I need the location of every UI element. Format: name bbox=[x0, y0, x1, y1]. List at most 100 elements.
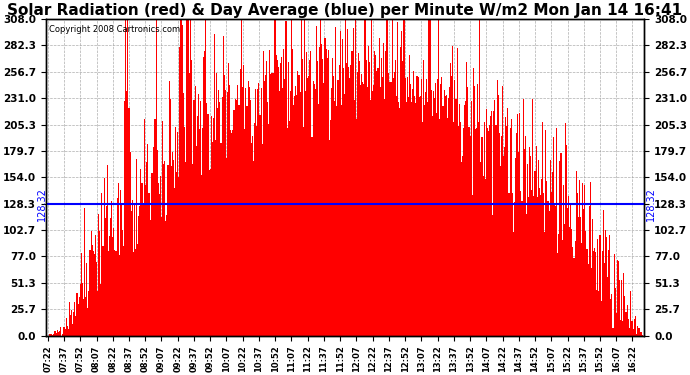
Bar bbox=[368, 46, 369, 336]
Bar bbox=[150, 219, 151, 336]
Bar bbox=[221, 97, 223, 336]
Bar bbox=[386, 19, 387, 336]
Bar bbox=[351, 51, 353, 336]
Bar bbox=[393, 78, 394, 336]
Bar bbox=[389, 82, 391, 336]
Bar bbox=[427, 102, 428, 336]
Bar bbox=[431, 90, 432, 336]
Bar bbox=[422, 122, 423, 336]
Bar bbox=[255, 90, 256, 336]
Bar bbox=[242, 87, 243, 336]
Bar bbox=[482, 176, 484, 336]
Bar bbox=[543, 193, 544, 336]
Bar bbox=[94, 254, 95, 336]
Bar bbox=[520, 191, 522, 336]
Bar bbox=[474, 86, 475, 336]
Bar bbox=[355, 19, 356, 336]
Bar bbox=[528, 196, 529, 336]
Bar bbox=[65, 329, 66, 336]
Bar bbox=[309, 60, 310, 336]
Bar bbox=[360, 85, 362, 336]
Bar bbox=[517, 114, 518, 336]
Bar bbox=[491, 111, 492, 336]
Bar bbox=[539, 188, 540, 336]
Bar bbox=[319, 47, 320, 336]
Bar bbox=[301, 20, 302, 336]
Text: 128.32: 128.32 bbox=[646, 187, 656, 220]
Bar bbox=[402, 62, 404, 336]
Bar bbox=[342, 39, 343, 336]
Bar bbox=[96, 262, 97, 336]
Bar bbox=[152, 173, 153, 336]
Bar bbox=[141, 183, 143, 336]
Bar bbox=[160, 176, 161, 336]
Bar bbox=[67, 326, 68, 336]
Bar bbox=[177, 132, 178, 336]
Bar bbox=[581, 243, 582, 336]
Bar bbox=[106, 206, 107, 336]
Bar bbox=[226, 158, 227, 336]
Bar bbox=[507, 108, 509, 336]
Bar bbox=[243, 65, 244, 336]
Bar bbox=[544, 232, 545, 336]
Bar bbox=[258, 83, 259, 336]
Bar bbox=[636, 334, 638, 336]
Bar bbox=[579, 180, 580, 336]
Bar bbox=[348, 66, 349, 336]
Bar bbox=[198, 93, 199, 336]
Bar bbox=[299, 92, 301, 336]
Bar bbox=[573, 258, 575, 336]
Bar bbox=[530, 156, 531, 336]
Bar bbox=[79, 297, 80, 336]
Bar bbox=[638, 328, 640, 336]
Bar bbox=[291, 19, 292, 336]
Bar bbox=[556, 128, 558, 336]
Bar bbox=[294, 96, 295, 336]
Bar bbox=[159, 194, 160, 336]
Bar bbox=[70, 315, 71, 336]
Bar bbox=[137, 244, 138, 336]
Bar bbox=[400, 47, 402, 336]
Bar bbox=[370, 100, 371, 336]
Bar bbox=[316, 26, 317, 336]
Bar bbox=[72, 324, 73, 336]
Bar bbox=[594, 248, 595, 336]
Bar bbox=[438, 19, 440, 336]
Bar bbox=[191, 60, 193, 336]
Bar bbox=[451, 76, 452, 336]
Bar bbox=[262, 144, 263, 336]
Bar bbox=[335, 27, 336, 336]
Bar bbox=[622, 321, 623, 336]
Bar bbox=[328, 140, 330, 336]
Bar bbox=[488, 130, 489, 336]
Bar bbox=[88, 291, 90, 336]
Bar bbox=[100, 284, 101, 336]
Bar bbox=[135, 249, 136, 336]
Bar bbox=[366, 87, 368, 336]
Bar bbox=[372, 92, 373, 336]
Bar bbox=[457, 126, 459, 336]
Bar bbox=[577, 193, 578, 336]
Bar bbox=[529, 147, 530, 336]
Bar bbox=[296, 96, 297, 336]
Bar bbox=[166, 214, 168, 336]
Bar bbox=[158, 183, 159, 336]
Bar bbox=[104, 178, 105, 336]
Bar bbox=[97, 291, 98, 336]
Bar bbox=[216, 73, 217, 336]
Bar bbox=[546, 181, 547, 336]
Bar bbox=[537, 197, 538, 336]
Bar bbox=[624, 296, 625, 336]
Bar bbox=[518, 152, 520, 336]
Bar bbox=[379, 38, 380, 336]
Bar bbox=[625, 312, 627, 336]
Bar bbox=[203, 57, 204, 336]
Bar bbox=[75, 316, 77, 336]
Bar bbox=[510, 128, 511, 336]
Bar bbox=[115, 251, 117, 336]
Bar bbox=[560, 153, 562, 336]
Bar bbox=[383, 43, 384, 336]
Bar bbox=[98, 214, 99, 336]
Bar bbox=[377, 68, 379, 336]
Bar bbox=[146, 162, 147, 336]
